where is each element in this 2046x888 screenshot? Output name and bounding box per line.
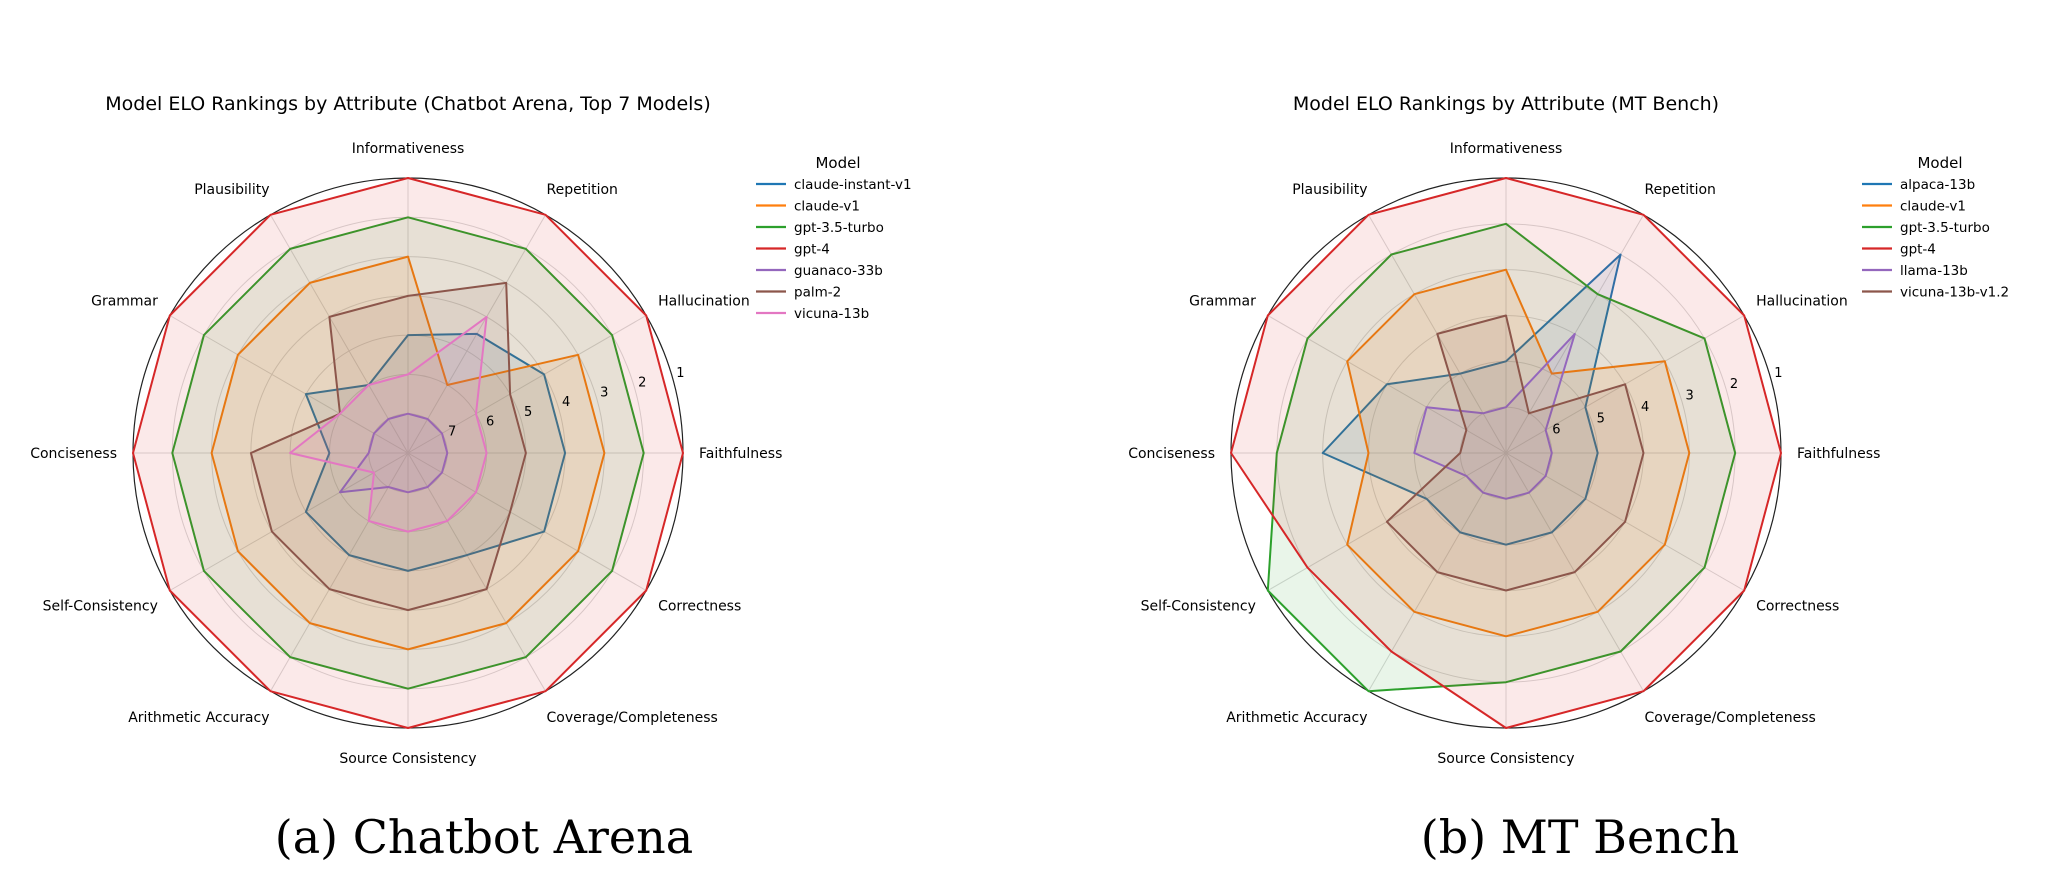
axis-label-plausibility: Plausibility <box>1292 182 1367 198</box>
axis-label-faithfulness: Faithfulness <box>699 446 782 462</box>
radial-tick-label: 1 <box>1774 366 1782 381</box>
legend-item-vicuna-13b: vicuna-13b <box>794 306 869 322</box>
series-claude-v1 <box>210 255 606 651</box>
axis-label-arithmetic-accuracy: Arithmetic Accuracy <box>128 710 269 726</box>
radial-tick-label: 3 <box>1685 389 1693 404</box>
series-gpt-3-5-turbo <box>171 216 645 690</box>
radial-tick-label: 2 <box>638 376 646 391</box>
radial-tick-label: 7 <box>448 424 456 439</box>
legend-item-gpt-3-5-turbo: gpt-3.5-turbo <box>1900 220 1990 236</box>
radial-tick-label: 4 <box>562 395 570 410</box>
axis-label-coverage-completeness: Coverage/Completeness <box>1645 710 1816 726</box>
legend-item-claude-instant-v1: claude-instant-v1 <box>794 177 912 193</box>
axis-label-hallucination: Hallucination <box>658 294 750 310</box>
spoke-gridline <box>407 315 647 454</box>
radial-tick-label: 2 <box>1730 377 1738 392</box>
spoke-gridline <box>407 452 546 692</box>
spoke-gridline <box>407 452 647 591</box>
series-claude-v1 <box>1346 268 1691 638</box>
axis-label-repetition: Repetition <box>547 182 618 198</box>
legend-item-guanaco-33b: guanaco-33b <box>794 263 883 279</box>
caption: (a) Chatbot Arena <box>275 810 693 864</box>
axis-label-conciseness: Conciseness <box>30 446 117 462</box>
legend-item-gpt-3-5-turbo: gpt-3.5-turbo <box>794 220 884 236</box>
legend: Model claude-instant-v1 claude-v1 gpt-3.5-… <box>756 154 912 322</box>
radial-tick-label: 6 <box>1552 423 1560 438</box>
series-vicuna-13b <box>289 315 488 533</box>
legend-item-gpt-4: gpt-4 <box>794 242 830 258</box>
legend-item-claude-v1: claude-v1 <box>1900 199 1966 215</box>
axis-label-source-consistency: Source Consistency <box>339 751 476 767</box>
axis-label-conciseness: Conciseness <box>1128 446 1215 462</box>
axis-label-correctness: Correctness <box>1756 599 1839 615</box>
spoke-gridline <box>169 452 409 591</box>
caption: (b) MT Bench <box>1421 810 1739 864</box>
spoke-gridline <box>270 452 409 692</box>
chart-title: Model ELO Rankings by Attribute (Chatbot… <box>105 93 711 115</box>
axis-label-self-consistency: Self-Consistency <box>43 599 158 615</box>
axis-label-hallucination: Hallucination <box>1756 294 1848 310</box>
spoke-gridline <box>270 214 409 454</box>
legend-item-gpt-4: gpt-4 <box>1900 242 1936 258</box>
legend-item-vicuna-13b-v1-2: vicuna-13b-v1.2 <box>1900 285 2009 301</box>
axis-label-repetition: Repetition <box>1645 182 1716 198</box>
radial-tick-label: 5 <box>1597 411 1605 426</box>
axis-label-informativeness: Informativeness <box>1450 141 1563 157</box>
axis-label-faithfulness: Faithfulness <box>1797 446 1880 462</box>
axis-label-coverage-completeness: Coverage/Completeness <box>547 710 718 726</box>
axis-label-arithmetic-accuracy: Arithmetic Accuracy <box>1226 710 1367 726</box>
chart-mt-bench: Model ELO Rankings by Attribute (MT Benc… <box>1128 93 2009 864</box>
axis-label-correctness: Correctness <box>658 599 741 615</box>
legend-item-alpaca-13b: alpaca-13b <box>1900 177 1975 193</box>
legend: Model alpaca-13b claude-v1 gpt-3.5-turbo gp… <box>1862 154 2009 301</box>
radial-tick-label: 6 <box>486 415 494 430</box>
axis-label-grammar: Grammar <box>91 294 158 310</box>
radial-tick-label: 5 <box>524 405 532 420</box>
axis-label-self-consistency: Self-Consistency <box>1141 599 1256 615</box>
legend-item-claude-v1: claude-v1 <box>794 199 860 215</box>
axis-label-informativeness: Informativeness <box>352 141 465 157</box>
radial-tick-label: 3 <box>600 385 608 400</box>
series-gpt-4 <box>132 177 684 729</box>
axis-label-plausibility: Plausibility <box>194 182 269 198</box>
legend-title: Model <box>1917 154 1962 172</box>
legend-item-llama-13b: llama-13b <box>1900 263 1968 279</box>
axis-label-grammar: Grammar <box>1189 294 1256 310</box>
series-gpt-3-5-turbo <box>1266 222 1737 693</box>
series-vicuna-13b-v1-2 <box>1385 314 1645 592</box>
spoke-gridline <box>169 315 409 454</box>
radial-tick-label: 4 <box>1641 400 1649 415</box>
chart-chatbot-arena: Model ELO Rankings by Attribute (Chatbot… <box>30 93 911 864</box>
series-guanaco-33b <box>339 412 449 494</box>
axis-label-source-consistency: Source Consistency <box>1437 751 1574 767</box>
series-gpt-4 <box>1230 177 1782 729</box>
legend-title: Model <box>815 154 860 172</box>
radial-tick-label: 1 <box>676 366 684 381</box>
legend-item-palm-2: palm-2 <box>794 285 841 301</box>
chart-title: Model ELO Rankings by Attribute (MT Benc… <box>1293 93 1719 115</box>
